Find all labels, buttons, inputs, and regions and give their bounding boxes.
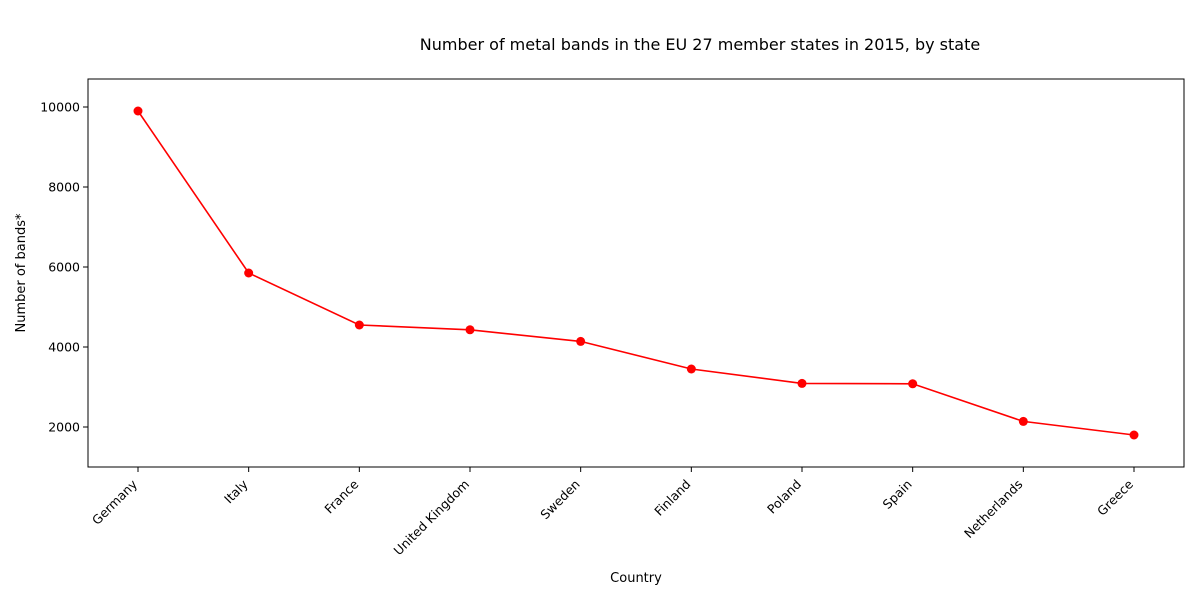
x-tick-label: Italy <box>221 476 251 506</box>
x-tick-label: Poland <box>764 477 804 517</box>
y-tick-label: 6000 <box>48 260 80 275</box>
series-layer <box>133 106 1139 440</box>
x-axis-label: Country <box>610 571 662 586</box>
data-point-greece <box>1129 430 1139 440</box>
y-axis: 2000 4000 6000 8000 10000 <box>40 100 88 435</box>
y-axis-label: Number of bands* <box>14 213 29 332</box>
y-tick-label: 4000 <box>48 340 80 355</box>
data-point-finland <box>686 364 696 374</box>
y-tick-label: 8000 <box>48 180 80 195</box>
data-point-italy <box>244 268 254 278</box>
chart-title: Number of metal bands in the EU 27 membe… <box>420 35 980 54</box>
data-point-netherlands <box>1018 416 1028 426</box>
x-tick-label: Germany <box>89 476 141 528</box>
data-point-united-kingdom <box>465 325 475 335</box>
data-point-germany <box>133 106 143 116</box>
x-tick-label: Finland <box>651 477 693 519</box>
data-point-sweden <box>576 336 586 346</box>
y-tick-label: 2000 <box>48 420 80 435</box>
x-tick-label: Spain <box>879 477 914 512</box>
data-point-poland <box>797 378 807 388</box>
x-tick-label: Sweden <box>537 477 583 523</box>
data-point-spain <box>908 379 918 389</box>
series-line <box>137 110 1135 436</box>
x-tick-label: Netherlands <box>961 477 1025 541</box>
x-tick-label: France <box>321 476 361 516</box>
x-axis: Germany Italy France United Kingdom Sweden Fi… <box>89 467 1136 558</box>
plot-area-frame <box>87 78 1185 468</box>
data-point-france <box>354 320 364 330</box>
x-tick-label: Greece <box>1094 476 1136 518</box>
y-tick-label: 10000 <box>40 100 80 115</box>
x-tick-label: United Kingdom <box>391 477 473 559</box>
